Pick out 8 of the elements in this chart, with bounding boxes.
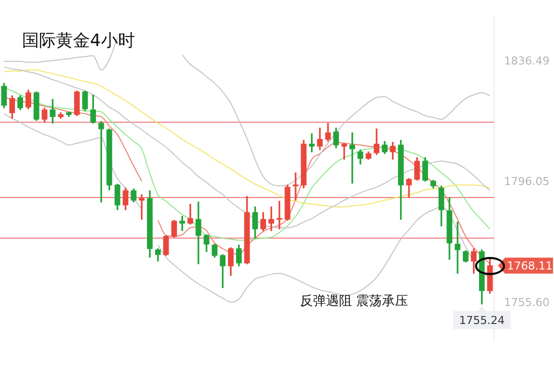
y-tick-label: 1796.05 — [504, 175, 550, 188]
y-tick-label: 1836.49 — [504, 54, 550, 68]
annotation: 1755.24 — [459, 314, 505, 327]
text: 国际黄金4小时 — [22, 30, 135, 52]
y-tick-label: 1755.60 — [504, 296, 550, 309]
annotation: 反弹遇阻 震荡承压 — [300, 293, 408, 310]
candlestick — [454, 222, 460, 274]
text: 1768.11 — [507, 259, 552, 272]
